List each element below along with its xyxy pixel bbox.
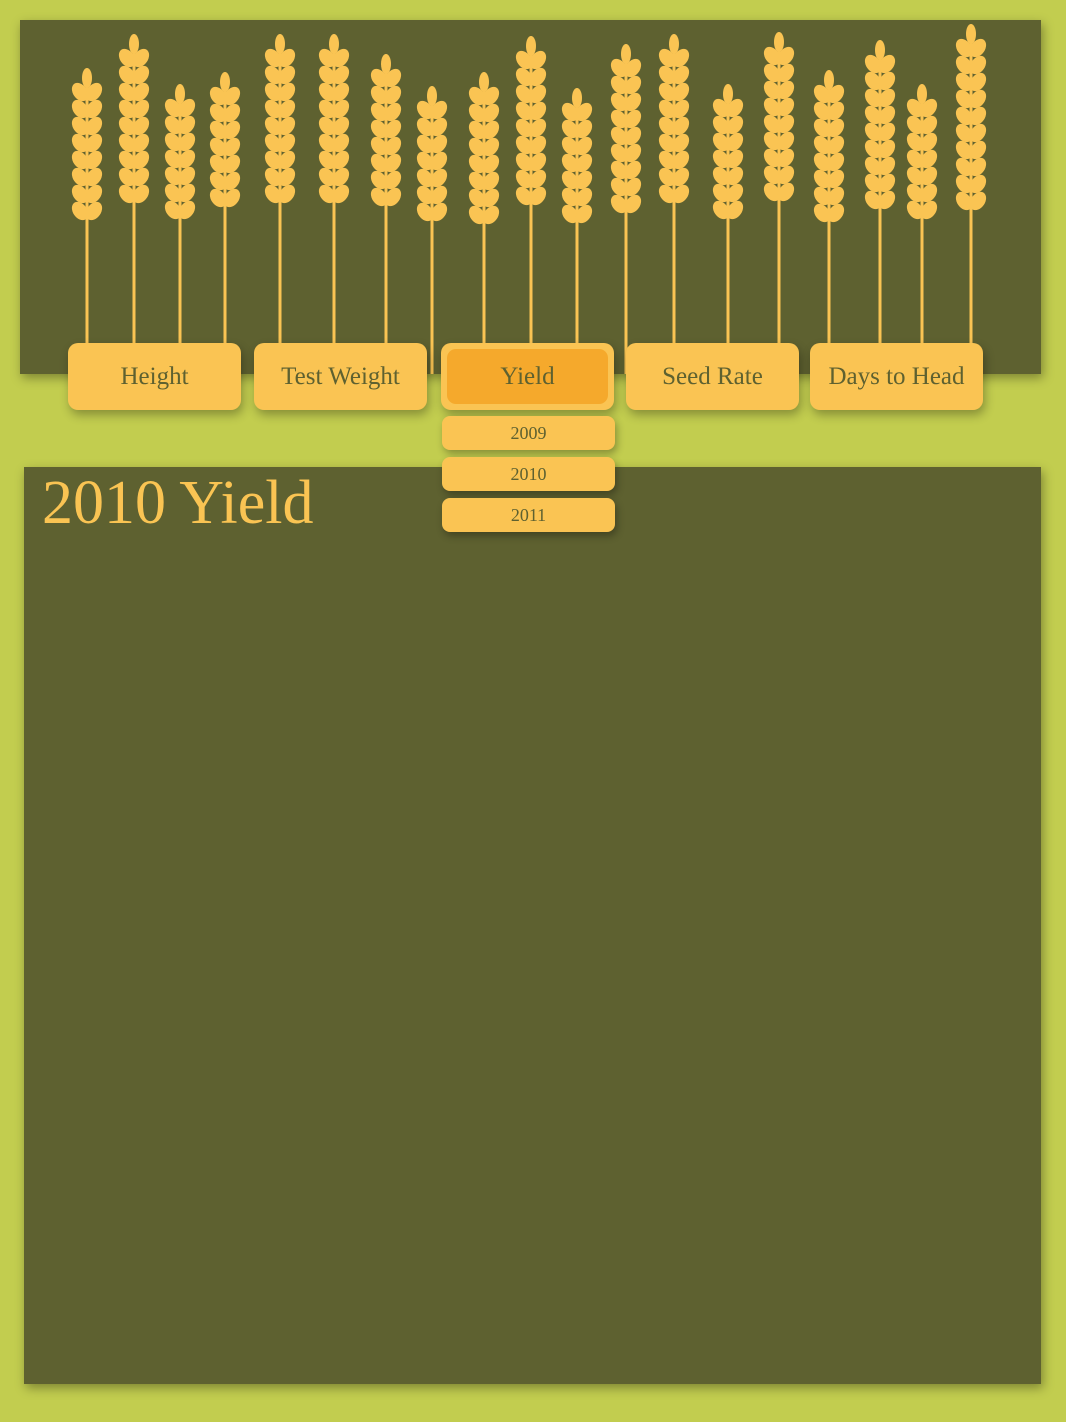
yield-year-2010-label: 2010 — [510, 463, 547, 484]
nav-test-weight-label: Test Weight — [281, 362, 400, 390]
nav-yield-active-highlight: Yield — [447, 349, 608, 404]
header-banner — [20, 20, 1041, 374]
nav-yield-button[interactable]: Yield — [441, 343, 614, 410]
yield-year-2011-item[interactable]: 2011 — [442, 498, 615, 532]
yield-year-2011-label: 2011 — [510, 504, 547, 525]
nav-yield-label: Yield — [500, 362, 555, 390]
nav-days-to-head-button[interactable]: Days to Head — [810, 343, 983, 410]
nav-seed-rate-button[interactable]: Seed Rate — [626, 343, 799, 410]
yield-year-2009-label: 2009 — [510, 422, 547, 443]
nav-test-weight-button[interactable]: Test Weight — [254, 343, 427, 410]
nav-days-to-head-label: Days to Head — [828, 362, 965, 390]
content-panel: 2010 Yield — [24, 467, 1041, 1384]
yield-year-2010-item[interactable]: 2010 — [442, 457, 615, 491]
wheat-stalks-icon — [71, 24, 987, 374]
yield-year-2009-item[interactable]: 2009 — [442, 416, 615, 450]
page-title: 2010 Yield — [42, 469, 314, 537]
nav-height-label: Height — [120, 362, 189, 390]
nav-seed-rate-label: Seed Rate — [662, 362, 763, 390]
nav-height-button[interactable]: Height — [68, 343, 241, 410]
